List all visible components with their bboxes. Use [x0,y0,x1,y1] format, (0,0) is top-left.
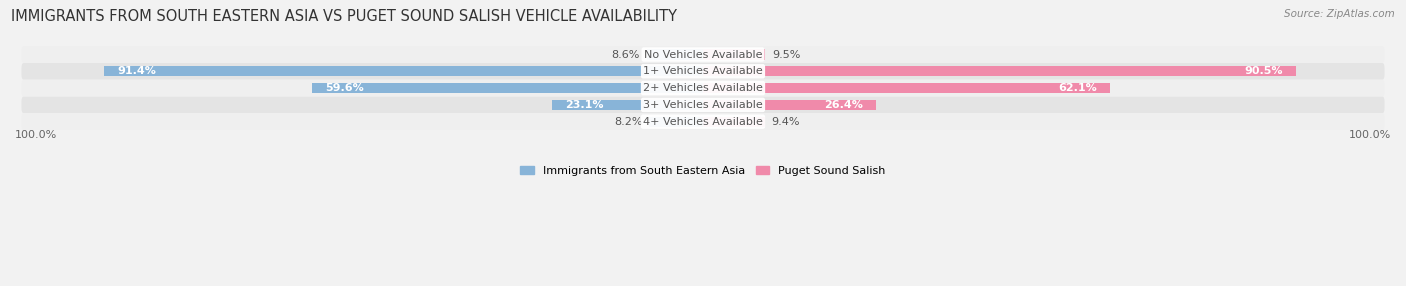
Bar [104,66,703,76]
Text: 62.1%: 62.1% [1059,83,1097,93]
Text: 59.6%: 59.6% [326,83,364,93]
Bar [703,100,876,110]
Text: 90.5%: 90.5% [1244,66,1282,76]
FancyBboxPatch shape [21,63,1385,80]
Bar [703,49,765,59]
FancyBboxPatch shape [21,80,1385,96]
Text: IMMIGRANTS FROM SOUTH EASTERN ASIA VS PUGET SOUND SALISH VEHICLE AVAILABILITY: IMMIGRANTS FROM SOUTH EASTERN ASIA VS PU… [11,9,678,23]
Bar [312,83,703,93]
Bar [551,100,703,110]
Text: No Vehicles Available: No Vehicles Available [644,49,762,59]
Bar [703,117,765,127]
Bar [650,117,703,127]
Text: 2+ Vehicles Available: 2+ Vehicles Available [643,83,763,93]
Text: 26.4%: 26.4% [824,100,863,110]
Text: 9.5%: 9.5% [772,49,800,59]
Text: 4+ Vehicles Available: 4+ Vehicles Available [643,117,763,127]
Legend: Immigrants from South Eastern Asia, Puget Sound Salish: Immigrants from South Eastern Asia, Puge… [520,166,886,176]
FancyBboxPatch shape [21,114,1385,130]
Text: 8.6%: 8.6% [612,49,640,59]
Text: 9.4%: 9.4% [770,117,800,127]
Text: 100.0%: 100.0% [1348,130,1391,140]
Bar [647,49,703,59]
FancyBboxPatch shape [21,97,1385,113]
Text: 3+ Vehicles Available: 3+ Vehicles Available [643,100,763,110]
FancyBboxPatch shape [21,46,1385,63]
Text: 100.0%: 100.0% [15,130,58,140]
Bar [703,66,1296,76]
Text: 91.4%: 91.4% [117,66,156,76]
Bar [703,83,1109,93]
Text: 8.2%: 8.2% [614,117,643,127]
Text: Source: ZipAtlas.com: Source: ZipAtlas.com [1284,9,1395,19]
Text: 23.1%: 23.1% [565,100,603,110]
Text: 1+ Vehicles Available: 1+ Vehicles Available [643,66,763,76]
